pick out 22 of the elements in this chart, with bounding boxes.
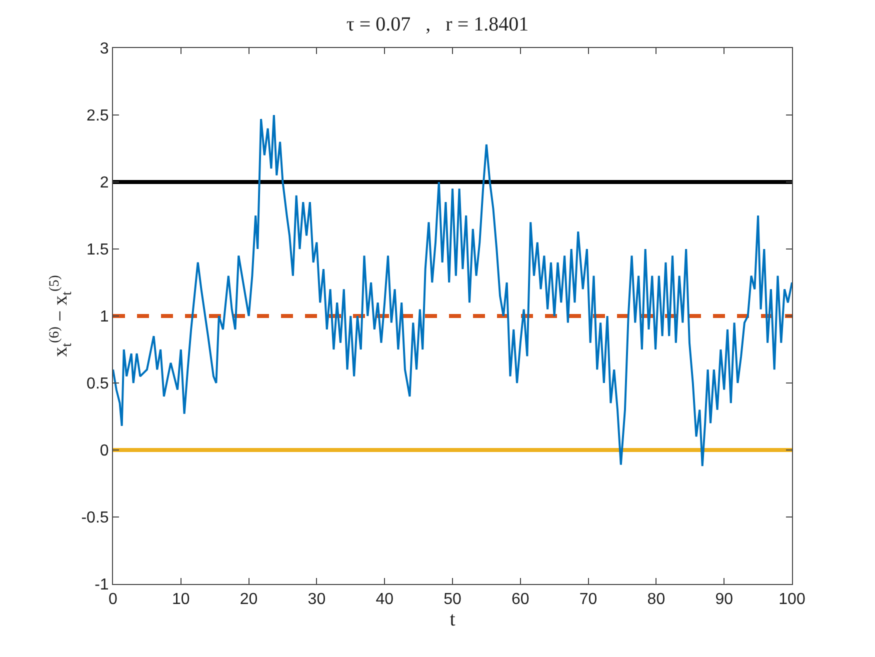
x-tick-label: 90 [715,591,734,608]
y-tick-label: 1 [100,308,109,326]
y-tick-label: 0 [100,442,109,460]
line-series [113,114,792,468]
x-tick-label: 50 [444,591,462,608]
x-tick-label: 70 [579,591,598,608]
chart-title: τ = 0.07 , r = 1.8401 [346,13,529,36]
y-tick-label: 2 [100,174,109,192]
y-tick-label: -1 [94,576,109,594]
y-tick-label: 2.5 [86,108,109,125]
x-axis-title: t [450,608,456,631]
x-tick-label: 60 [512,591,530,608]
x-tick-label: 40 [376,591,394,608]
x-tick-label: 80 [647,591,666,608]
x-tick-label: 30 [308,591,326,608]
y-tick-label: -0.5 [81,510,109,527]
x-tick-label: 20 [240,591,258,608]
x-tick-label: 10 [172,591,190,608]
y-tick-label: 0.5 [86,376,109,393]
y-tick-label: 1.5 [86,242,109,259]
x-tick-label: 100 [778,591,806,608]
y-tick-label: 3 [100,40,109,58]
